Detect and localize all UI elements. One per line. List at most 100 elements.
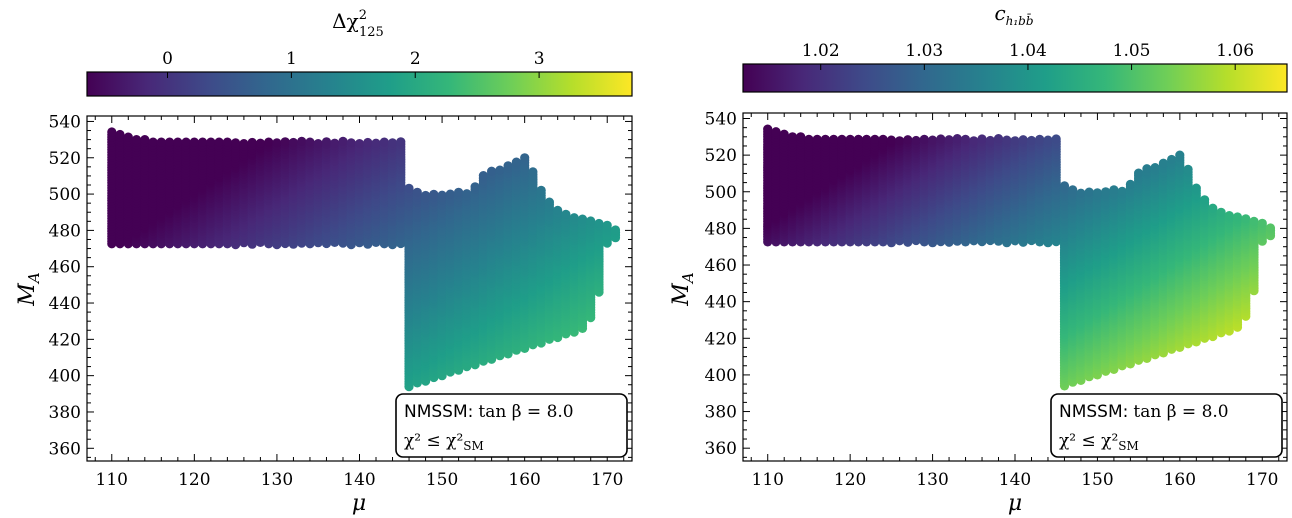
colorbar-tick-label: 1.04 bbox=[1009, 41, 1047, 61]
colorbar-tick-label: 1.03 bbox=[905, 41, 943, 61]
scatter-point bbox=[1018, 135, 1028, 145]
scatter-point bbox=[140, 135, 150, 145]
scatter-point bbox=[763, 124, 773, 134]
scatter-point bbox=[602, 220, 612, 230]
scatter-point bbox=[812, 134, 822, 144]
scatter-point bbox=[536, 185, 546, 195]
scatter-point bbox=[1035, 134, 1045, 144]
x-tick-label: 110 bbox=[96, 470, 128, 490]
scatter-point bbox=[520, 153, 530, 163]
y-tick-label: 420 bbox=[49, 330, 81, 350]
scatter-point bbox=[569, 213, 579, 223]
x-ticks-left: 110 120 130 140 150 160 170 bbox=[94, 116, 625, 490]
scatter-point bbox=[396, 137, 406, 147]
plot-left: 110 120 130 140 150 160 170 360380400420440460… bbox=[15, 112, 633, 516]
scatter-point bbox=[960, 134, 971, 144]
scatter-point bbox=[878, 134, 888, 144]
scatter-point bbox=[363, 137, 373, 148]
colorbar-left-title: Δχ2 125 bbox=[332, 8, 384, 40]
y-tick-label: 520 bbox=[49, 149, 81, 169]
scatter-point bbox=[272, 138, 282, 148]
scatter-point bbox=[771, 127, 781, 137]
scatter-point bbox=[297, 136, 307, 146]
scatter-point bbox=[928, 135, 938, 145]
annotation-left-chi2-sub: SM bbox=[463, 439, 484, 453]
colorbar-tick-label: 1 bbox=[286, 49, 297, 69]
scatter-point bbox=[837, 134, 847, 144]
scatter-point bbox=[553, 205, 563, 215]
scatter-point bbox=[478, 171, 488, 181]
scatter-point bbox=[379, 137, 389, 147]
scatter-point bbox=[148, 137, 158, 147]
colorbar-right-title-sub: h₁bb̄ bbox=[1006, 12, 1034, 28]
scatter-point bbox=[985, 135, 995, 146]
scatter-point bbox=[577, 214, 588, 224]
scatter-point bbox=[1010, 136, 1020, 146]
plot-right: 110 120 130 140 150 160 170 360380400420440460… bbox=[669, 109, 1288, 516]
scatter-point bbox=[165, 137, 175, 147]
scatter-point bbox=[321, 137, 332, 147]
x-tick-label: 140 bbox=[343, 470, 375, 490]
scatter-point bbox=[853, 134, 864, 144]
scatter-point bbox=[371, 138, 381, 148]
scatter-point bbox=[115, 129, 125, 140]
scatter-points-right bbox=[763, 124, 1276, 391]
scatter-point bbox=[280, 137, 290, 147]
scatter-point bbox=[330, 138, 340, 148]
scatter-point bbox=[313, 139, 323, 149]
x-tick-label: 150 bbox=[426, 470, 458, 490]
scatter-point bbox=[198, 137, 208, 147]
scatter-point bbox=[255, 138, 265, 148]
scatter-point bbox=[1043, 135, 1053, 145]
scatter-point bbox=[412, 187, 422, 197]
y-tick-label: 500 bbox=[49, 185, 81, 205]
scatter-point bbox=[895, 136, 905, 146]
scatter-point bbox=[231, 138, 241, 148]
scatter-point bbox=[404, 183, 414, 193]
scatter-point bbox=[969, 136, 979, 146]
scatter-point bbox=[421, 190, 431, 201]
scatter-point bbox=[787, 132, 798, 142]
scatter-point bbox=[189, 137, 199, 147]
scatter-point bbox=[977, 134, 987, 144]
scatter-point bbox=[944, 135, 954, 145]
scatter-point bbox=[1051, 134, 1061, 144]
scatter-point bbox=[779, 129, 789, 139]
scatter-point bbox=[610, 225, 621, 235]
scatter-point bbox=[936, 134, 946, 144]
scatter-point bbox=[544, 197, 555, 207]
panel-right: ch₁bb̄ 1.02 1.03 1.04 1.05 1.06 110 120 130 140… bbox=[669, 1, 1288, 516]
scatter-point bbox=[796, 132, 806, 142]
scatter-point bbox=[131, 135, 142, 145]
colorbar-tick-label: 0 bbox=[162, 49, 173, 69]
y-tick-label: 440 bbox=[49, 294, 81, 314]
scatter-point bbox=[528, 167, 538, 177]
scatter-point bbox=[1076, 188, 1086, 198]
scatter-point bbox=[1002, 135, 1012, 145]
scatter-point bbox=[886, 135, 897, 145]
scatter-point bbox=[919, 134, 929, 144]
scatter-point bbox=[1068, 185, 1078, 195]
scatter-point bbox=[911, 135, 921, 146]
annotation-left-chi2: χ² ≤ χ² bbox=[404, 431, 463, 451]
colorbar-tick-label: 2 bbox=[410, 49, 421, 69]
y-tick-label: 380 bbox=[49, 403, 81, 423]
y-axis-label-left: MA bbox=[15, 272, 43, 307]
y-tick-label: 400 bbox=[49, 367, 81, 387]
scatter-point bbox=[305, 137, 315, 147]
scatter-point bbox=[1059, 181, 1070, 191]
y-tick-label: 360 bbox=[49, 439, 81, 459]
scatter-point bbox=[429, 189, 439, 199]
scatter-point bbox=[829, 134, 839, 144]
scatter-point bbox=[845, 134, 855, 144]
scatter-point bbox=[903, 135, 913, 145]
colorbar-left-title-sup: 2 bbox=[359, 8, 367, 23]
colorbar-right-ticks: 1.02 1.03 1.04 1.05 1.06 bbox=[802, 41, 1254, 70]
x-tick-label: 170 bbox=[591, 470, 623, 490]
colorbar-right-title: ch₁bb̄ bbox=[994, 1, 1033, 28]
scatter-point bbox=[387, 138, 398, 148]
